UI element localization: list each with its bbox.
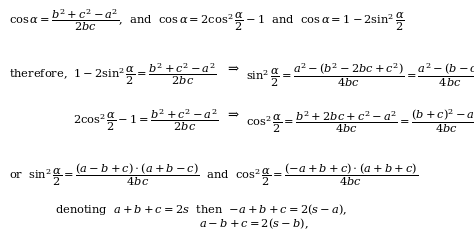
Text: $a-b+c=2(s-b)$,: $a-b+c=2(s-b)$, xyxy=(199,216,309,231)
Text: $\sin^2\dfrac{\alpha}{2}=\dfrac{a^2-(b^2-2bc+c^2)}{4bc}=\dfrac{a^2-(b-c)}{4bc}$,: $\sin^2\dfrac{\alpha}{2}=\dfrac{a^2-(b^2… xyxy=(246,61,474,88)
Text: $\Rightarrow$: $\Rightarrow$ xyxy=(225,107,240,120)
Text: $a+b-c=2(s-c)$,: $a+b-c=2(s-c)$, xyxy=(199,229,308,231)
Text: $\cos\alpha=\dfrac{b^2+c^2-a^2}{2bc}$,  and  $\cos\alpha=2\cos^2\dfrac{\alpha}{2: $\cos\alpha=\dfrac{b^2+c^2-a^2}{2bc}$, a… xyxy=(9,8,404,33)
Text: or  $\sin^2\dfrac{\alpha}{2}=\dfrac{(a-b+c)\cdot(a+b-c)}{4bc}$  and  $\cos^2\dfr: or $\sin^2\dfrac{\alpha}{2}=\dfrac{(a-b+… xyxy=(9,161,418,187)
Text: $\Rightarrow$: $\Rightarrow$ xyxy=(225,61,240,74)
Text: $\cos^2\dfrac{\alpha}{2}=\dfrac{b^2+2bc+c^2-a^2}{4bc}=\dfrac{(b+c)^2-a^2}{4bc}$,: $\cos^2\dfrac{\alpha}{2}=\dfrac{b^2+2bc+… xyxy=(246,107,474,135)
Text: $2\cos^2\dfrac{\alpha}{2}-1=\dfrac{b^2+c^2-a^2}{2bc}$: $2\cos^2\dfrac{\alpha}{2}-1=\dfrac{b^2+c… xyxy=(73,107,219,133)
Text: therefore, $\;1-2\sin^2\dfrac{\alpha}{2}=\dfrac{b^2+c^2-a^2}{2bc}$: therefore, $\;1-2\sin^2\dfrac{\alpha}{2}… xyxy=(9,61,216,86)
Text: denoting  $a+b+c=2s$  then  $-a+b+c=2(s-a)$,: denoting $a+b+c=2s$ then $-a+b+c=2(s-a)$… xyxy=(55,201,347,216)
